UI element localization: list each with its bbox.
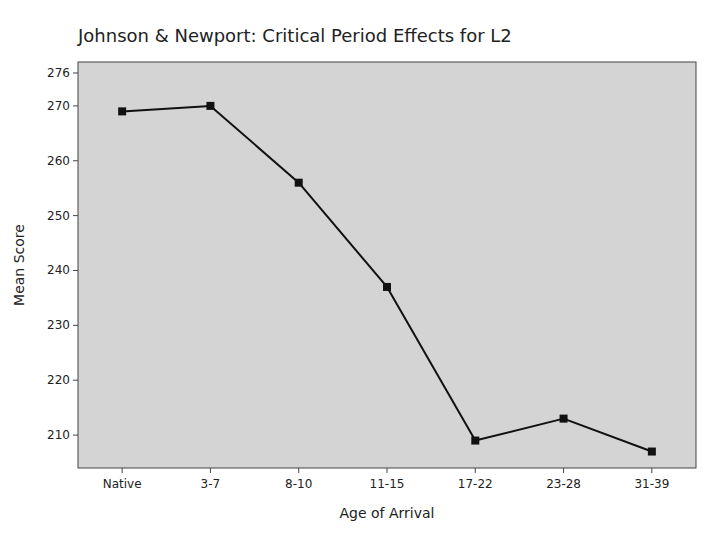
data-marker xyxy=(648,448,656,456)
y-tick-label: 220 xyxy=(47,373,70,387)
x-tick-label: 8-10 xyxy=(285,477,312,491)
chart-svg: 210 220 230 240 250 260 270 276 Native 3-7 8-10 11-… xyxy=(0,0,720,540)
data-marker xyxy=(471,437,479,445)
x-tick-label: 11-15 xyxy=(370,477,405,491)
y-tick-label: 260 xyxy=(47,154,70,168)
y-tick-label: 270 xyxy=(47,99,70,113)
y-tick xyxy=(73,105,78,106)
x-tick-label: 17-22 xyxy=(458,477,493,491)
chart-title: Johnson & Newport: Critical Period Effec… xyxy=(77,25,512,46)
data-line xyxy=(122,106,652,452)
x-tick-label: 23-28 xyxy=(546,477,581,491)
data-marker xyxy=(383,283,391,291)
data-marker xyxy=(295,179,303,187)
y-tick xyxy=(73,435,78,436)
x-tick xyxy=(298,468,299,473)
x-tick xyxy=(563,468,564,473)
x-tick xyxy=(475,468,476,473)
data-group xyxy=(118,102,656,456)
y-tick xyxy=(73,270,78,271)
chart-container: 210 220 230 240 250 260 270 276 Native 3-7 8-10 11-… xyxy=(0,0,720,540)
x-tick xyxy=(387,468,388,473)
y-tick xyxy=(73,72,78,73)
y-tick-label: 210 xyxy=(47,428,70,442)
y-tick-label: 230 xyxy=(47,318,70,332)
y-tick xyxy=(73,215,78,216)
x-tick xyxy=(651,468,652,473)
x-tick xyxy=(210,468,211,473)
y-tick xyxy=(73,325,78,326)
data-marker xyxy=(206,102,214,110)
x-tick-label: 3-7 xyxy=(201,477,221,491)
plot-frame xyxy=(78,62,696,468)
plot-background xyxy=(78,62,696,468)
y-tick-label: 276 xyxy=(47,66,70,80)
y-tick xyxy=(73,380,78,381)
x-tick-label: 31-39 xyxy=(634,477,669,491)
data-marker xyxy=(118,107,126,115)
y-tick-label: 250 xyxy=(47,209,70,223)
y-tick-label: 240 xyxy=(47,263,70,277)
y-axis-label: Mean Score xyxy=(11,224,27,306)
x-axis-label: Age of Arrival xyxy=(340,505,435,521)
x-tick-label: Native xyxy=(103,477,142,491)
x-tick xyxy=(122,468,123,473)
y-tick xyxy=(73,160,78,161)
data-marker xyxy=(560,415,568,423)
